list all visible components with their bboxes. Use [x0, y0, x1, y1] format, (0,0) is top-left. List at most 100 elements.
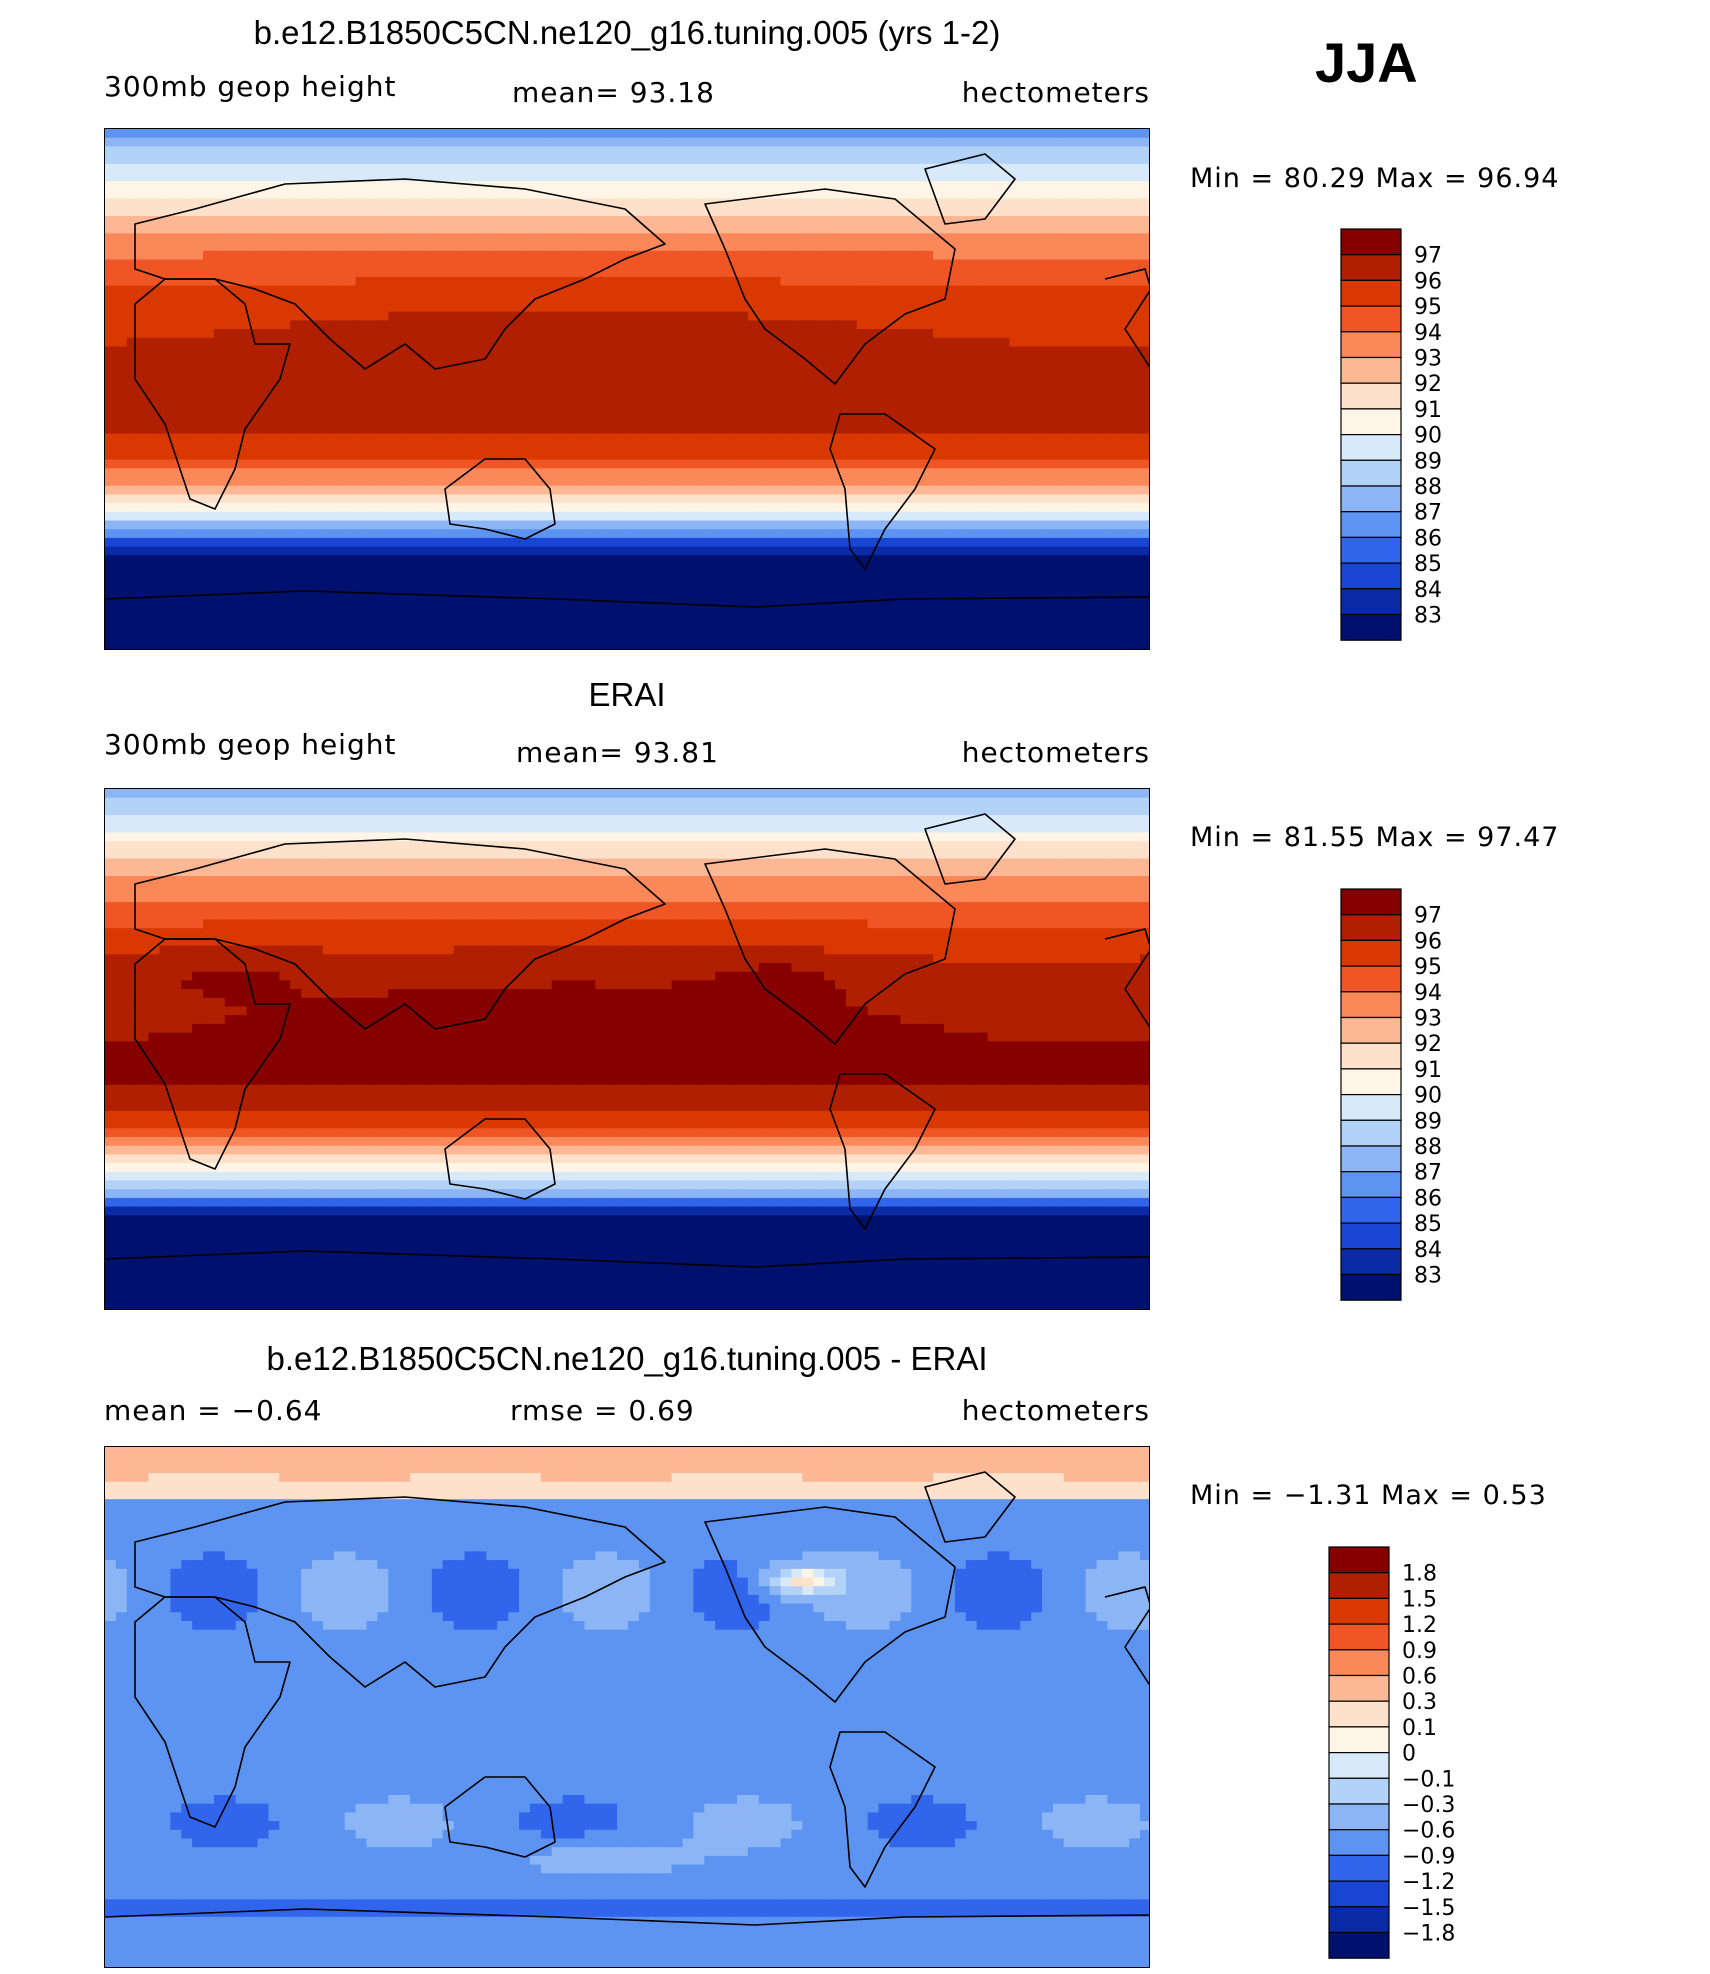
colorbar-swatch — [1340, 228, 1402, 256]
colorbar-tick-label: 1.5 — [1402, 1587, 1437, 1612]
colorbar-tick-label: 95 — [1414, 295, 1442, 320]
colorbar-swatch — [1340, 1145, 1402, 1173]
colorbar-swatch — [1340, 536, 1402, 564]
colorbar-swatch — [1340, 1094, 1402, 1121]
colorbar-swatch — [1328, 1854, 1390, 1882]
colorbar-swatch — [1340, 613, 1402, 641]
colorbar-tick-label: 95 — [1414, 955, 1442, 980]
coastline — [829, 1731, 936, 1888]
colorbar-swatch — [1328, 1777, 1390, 1805]
minmax-label-model: Min = 80.29 Max = 96.94 — [1190, 163, 1560, 194]
colorbar-swatch — [1340, 485, 1402, 513]
colorbar-swatch — [1340, 588, 1402, 616]
colorbar-tick-label: 83 — [1414, 1264, 1442, 1289]
colorbar-swatch — [1340, 254, 1402, 282]
colorbar-swatch — [1328, 1726, 1390, 1754]
coastline — [924, 1471, 1016, 1543]
map-panel-model — [104, 128, 1150, 650]
colorbar-tick-label: 0.6 — [1402, 1665, 1437, 1690]
colorbar-swatch — [1340, 279, 1402, 307]
colorbar-tick-label: 86 — [1414, 1186, 1442, 1211]
map-plot-obs — [105, 789, 1149, 1309]
colorbar-tick-label: −0.1 — [1402, 1767, 1455, 1792]
colorbar-tick-label: −1.5 — [1402, 1896, 1455, 1921]
colorbar-tick-label: 90 — [1414, 1084, 1442, 1109]
colorbar-tick-label: 84 — [1414, 578, 1442, 603]
colorbar-tick-label: 88 — [1414, 475, 1442, 500]
colorbar-model: 97 96 95 94 93 92 91 90 89 88 87 86 85 84 83 — [1340, 228, 1500, 648]
coastline — [1104, 1586, 1149, 1686]
colorbar-tick-label: 92 — [1414, 372, 1442, 397]
coastline — [105, 1250, 1149, 1268]
colorbar-tick-label: −0.3 — [1402, 1793, 1455, 1818]
colorbar-swatch — [1328, 1597, 1390, 1625]
colorbar-tick-label: 97 — [1414, 904, 1442, 929]
colorbar-swatch — [1328, 1752, 1390, 1779]
colorbar-tick-label: 87 — [1414, 501, 1442, 526]
colorbar-tick-label: 0.3 — [1402, 1690, 1437, 1715]
colorbar-swatch — [1328, 1906, 1390, 1934]
map-plot-model — [105, 129, 1149, 649]
colorbar-swatch — [1328, 1829, 1390, 1857]
colorbar-tick-label: 85 — [1414, 1212, 1442, 1237]
colorbar-tick-label: 93 — [1414, 1007, 1442, 1032]
colorbar-swatch — [1340, 305, 1402, 333]
coastline — [134, 178, 666, 370]
colorbar-tick-label: 94 — [1414, 321, 1442, 346]
colorbar-swatch — [1340, 1171, 1402, 1199]
colorbar-tick-label: −1.2 — [1402, 1870, 1455, 1895]
colorbar-tick-label: 0.9 — [1402, 1639, 1437, 1664]
colorbar-tick-label: −0.9 — [1402, 1844, 1455, 1869]
colorbar-tick-label: 96 — [1414, 929, 1442, 954]
colorbar-swatch — [1328, 1546, 1390, 1574]
colorbar-swatch — [1340, 459, 1402, 487]
colorbar-tick-label: 91 — [1414, 398, 1442, 423]
colorbar-swatch — [1340, 939, 1402, 967]
colorbar-tick-label: 97 — [1414, 244, 1442, 269]
colorbar-swatch — [1340, 965, 1402, 993]
colorbar-swatch — [1340, 888, 1402, 916]
colorbar-swatch — [1340, 1068, 1402, 1096]
colorbar-tick-label: 84 — [1414, 1238, 1442, 1263]
coastline — [829, 1073, 936, 1230]
coastline — [134, 278, 291, 510]
coastline — [924, 153, 1016, 225]
colorbar-tick-label: 87 — [1414, 1161, 1442, 1186]
colorbar-swatch — [1340, 1016, 1402, 1044]
colorbar-swatch — [1340, 562, 1402, 590]
panel-right-label-diff: hectometers — [961, 1394, 1150, 1427]
colorbar-swatch — [1340, 1042, 1402, 1070]
coastline — [444, 458, 556, 540]
colorbar-tick-label: 93 — [1414, 347, 1442, 372]
coastline — [1104, 268, 1149, 368]
colorbar-tick-label: 92 — [1414, 1032, 1442, 1057]
colorbar-tick-label: −0.6 — [1402, 1819, 1455, 1844]
coastline — [134, 1596, 291, 1828]
colorbar-tick-label: 1.2 — [1402, 1613, 1437, 1638]
colorbar-swatch — [1340, 991, 1402, 1019]
colorbar-tick-label: 0.1 — [1402, 1716, 1437, 1741]
colorbar-swatch — [1328, 1931, 1390, 1959]
minmax-label-obs: Min = 81.55 Max = 97.47 — [1190, 822, 1560, 853]
coastline — [829, 413, 936, 570]
map-panel-obs — [104, 788, 1150, 1310]
season-label: JJA — [1315, 31, 1418, 94]
colorbar-tick-label: 0 — [1402, 1742, 1416, 1767]
map-plot-diff — [105, 1447, 1149, 1967]
panel-center-label-model: mean= 93.18 — [512, 76, 715, 109]
colorbar-swatch — [1340, 511, 1402, 539]
colorbar-tick-label: 86 — [1414, 526, 1442, 551]
coastline — [924, 813, 1016, 885]
panel-right-label-obs: hectometers — [961, 736, 1150, 769]
coastline — [1104, 928, 1149, 1028]
panel-left-label-obs: 300mb geop height — [104, 728, 397, 761]
colorbar-swatch — [1340, 434, 1402, 461]
panel-left-label-model: 300mb geop height — [104, 70, 397, 103]
colorbar-swatch — [1328, 1623, 1390, 1651]
colorbar-tick-label: 96 — [1414, 269, 1442, 294]
colorbar-swatch — [1340, 1119, 1402, 1147]
coastline — [134, 938, 291, 1170]
colorbar-tick-label: 90 — [1414, 424, 1442, 449]
colorbar-tick-label: −1.8 — [1402, 1922, 1455, 1947]
map-panel-diff — [104, 1446, 1150, 1968]
